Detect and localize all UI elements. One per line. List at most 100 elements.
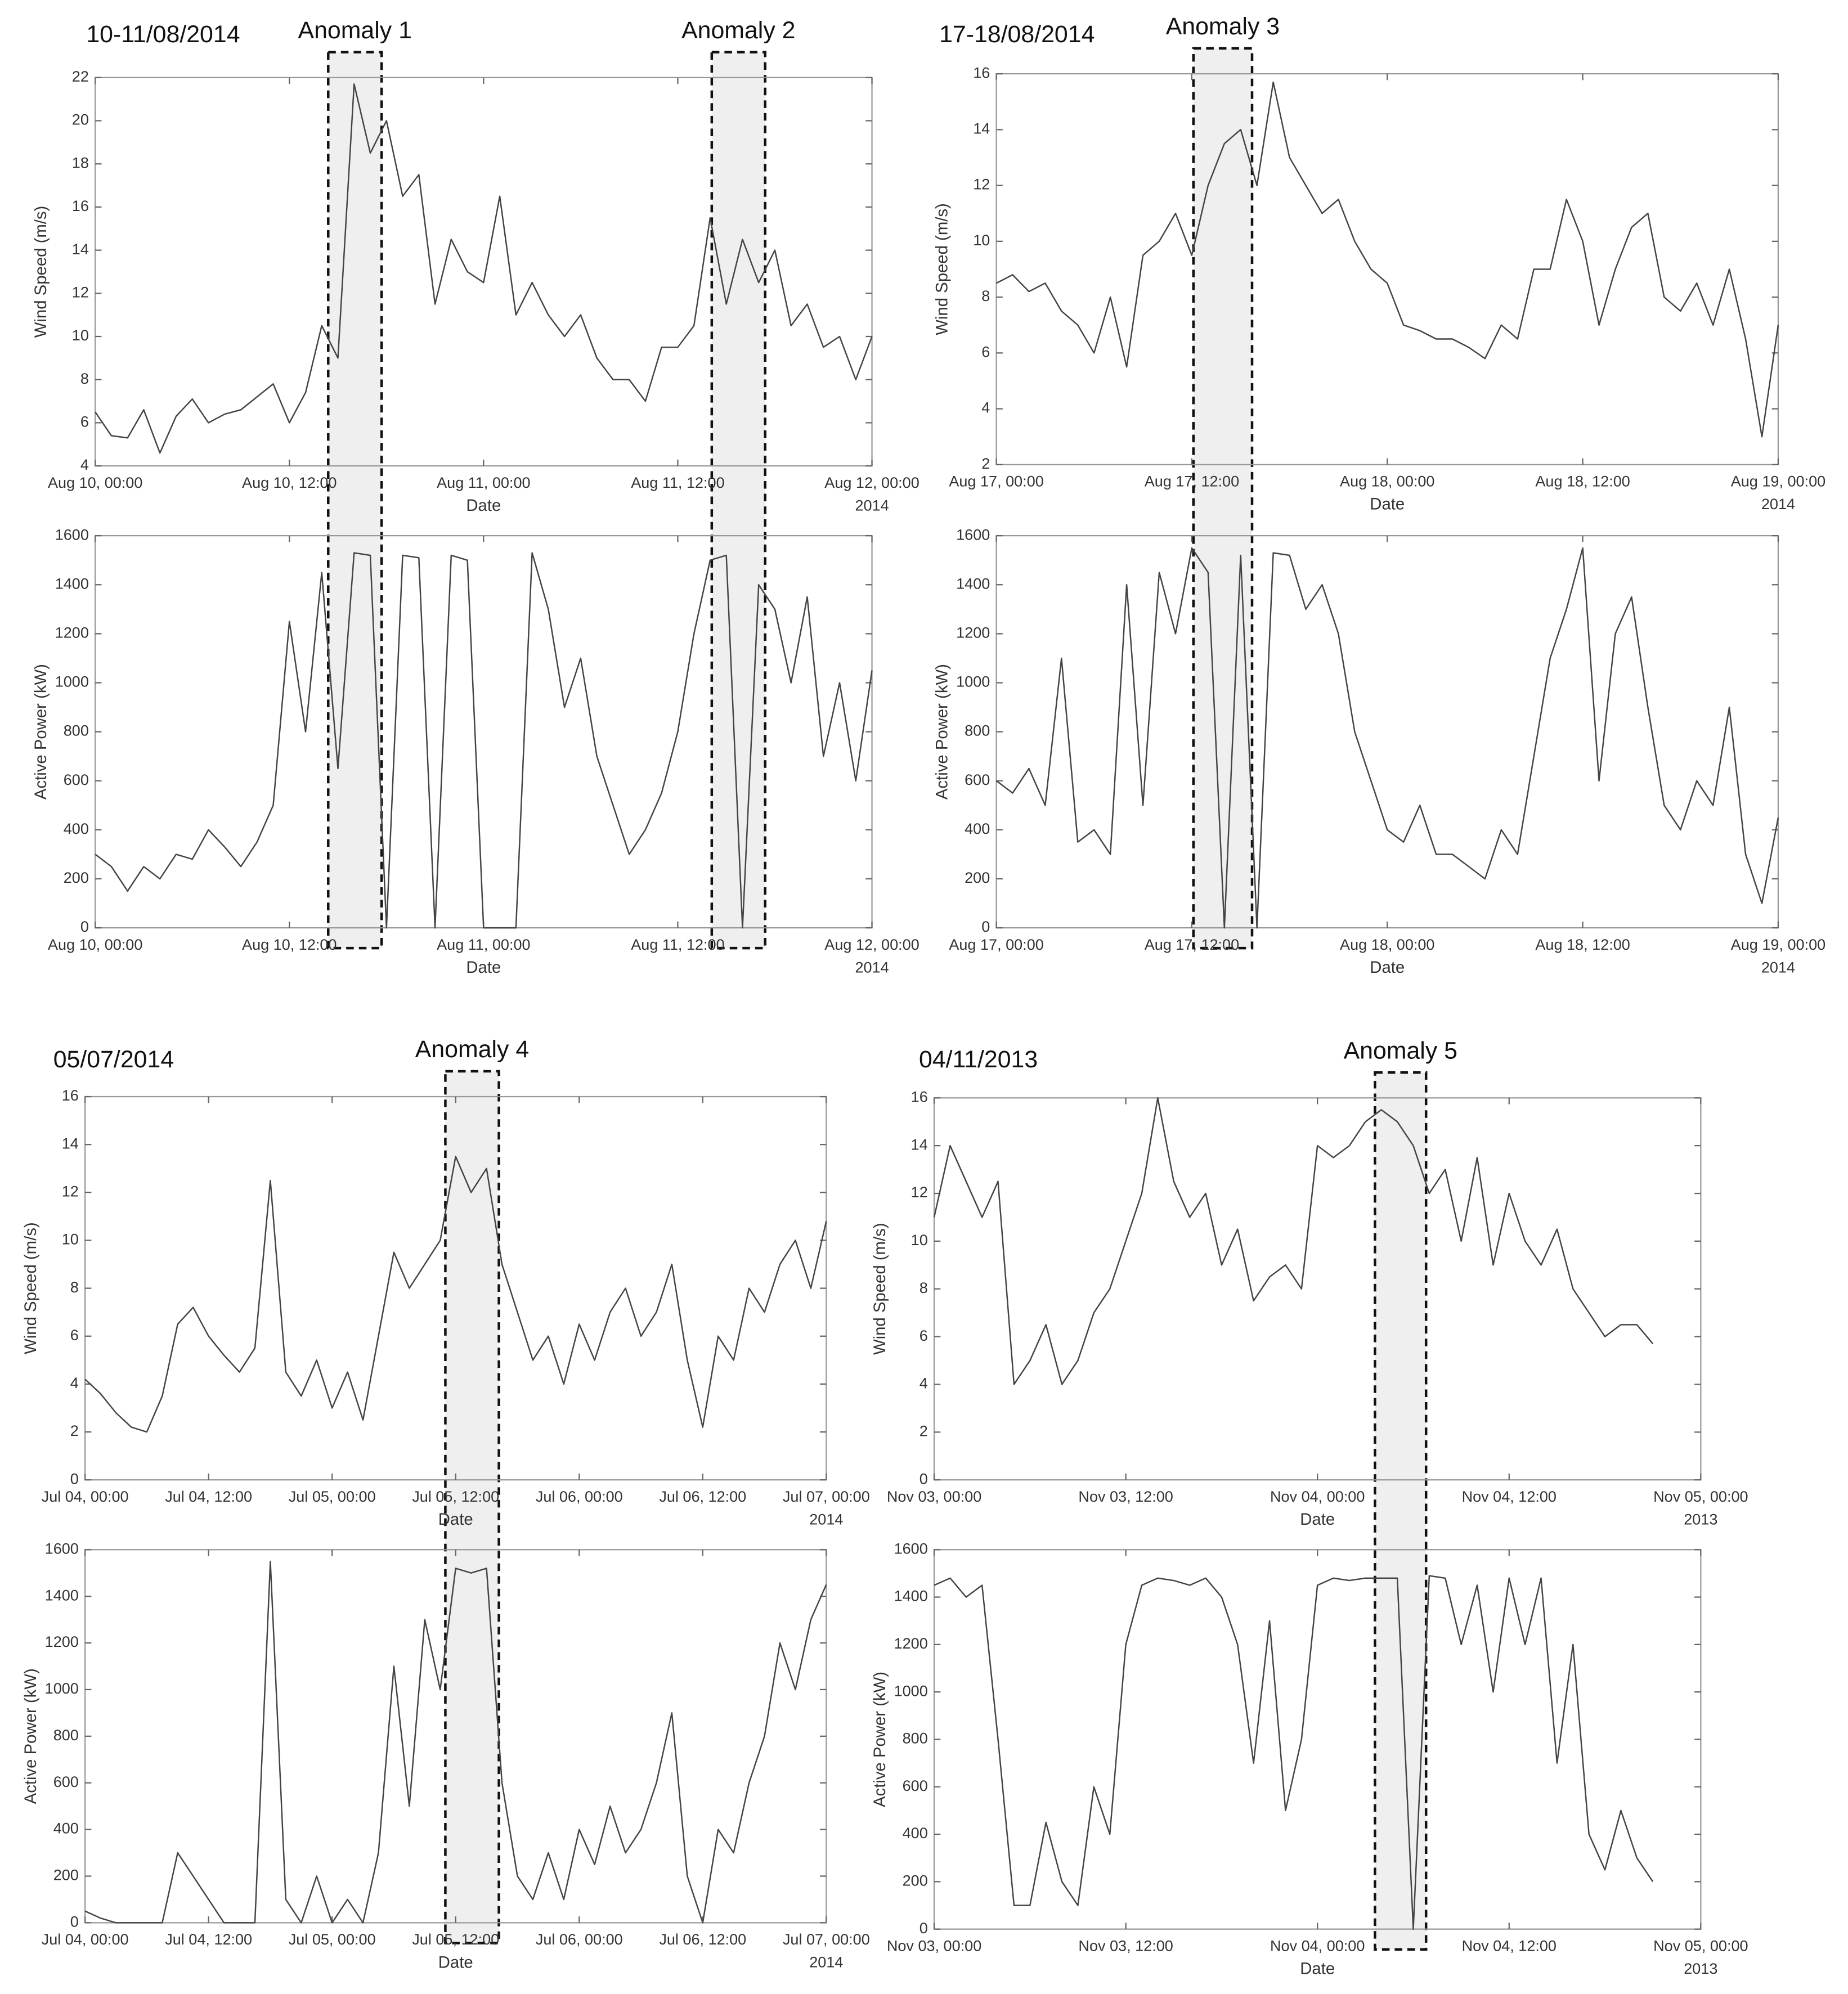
y-tick-label: 800 [903,1730,928,1747]
x-tick-label: Jul 06, 12:00 [659,1931,746,1948]
anomaly-label: Anomaly 4 [415,1036,529,1063]
x-tick-label: Aug 19, 00:00 [1731,936,1825,953]
x-tick-label: Aug 12, 00:00 [824,936,919,953]
plot-frame [933,1549,1702,1930]
data-line [934,1575,1654,1930]
y-tick-label: 18 [72,154,89,171]
y-tick-label: 14 [911,1136,928,1153]
y-tick-label: 1000 [956,673,990,690]
x-tick-label: Jul 04, 12:00 [165,1931,252,1948]
plot-frame [995,535,1779,929]
y-tick-label: 16 [973,64,990,81]
y-tick-label: 4 [919,1375,928,1392]
x-axis-label: Date [1300,1960,1335,1978]
y-axis-label: Wind Speed (m/s) [21,1222,40,1354]
y-tick-label: 0 [981,918,990,935]
x-tick-label: Jul 06, 12:00 [659,1488,746,1505]
y-tick-label: 10 [911,1232,928,1249]
x-tick-label: Aug 12, 00:00 [824,474,919,491]
y-axis-label: Wind Speed (m/s) [32,206,50,338]
y-axis-label: Active Power (kW) [32,664,50,800]
y-tick-label: 1400 [45,1587,79,1604]
x-tick-label: Aug 17, 00:00 [949,473,1043,490]
y-tick-label: 22 [72,68,89,85]
y-tick-label: 12 [911,1184,928,1201]
x-tick-label: Jul 05, 12:00 [412,1931,499,1948]
x-tick-label: Nov 03, 00:00 [887,1488,981,1505]
x-tick-label: Aug 19, 00:00 [1731,473,1825,490]
anomaly-region [444,1070,500,1944]
y-tick-label: 800 [965,722,990,739]
x-tick-label: Aug 10, 00:00 [48,474,142,491]
x-tick-label: Aug 11, 00:00 [437,474,530,491]
x-tick-label: Aug 11, 12:00 [631,936,724,953]
y-tick-label: 6 [80,414,89,430]
x-tick-label: Aug 18, 00:00 [1340,473,1434,490]
x-tick-label: Aug 18, 12:00 [1535,473,1630,490]
y-tick-label: 400 [965,820,990,837]
data-line [995,547,1779,929]
y-tick-label: 8 [919,1279,928,1296]
y-tick-label: 1600 [956,526,990,543]
y-tick-label: 0 [919,1920,928,1937]
x-tick-label: Nov 03, 12:00 [1078,1937,1173,1954]
x-axis-label: Date [466,958,501,977]
chart-panel: 0 200 400 600 800 1000 1200 1400 1600 Aug 17, 00:… [933,526,1826,977]
y-tick-label: 0 [70,1470,79,1487]
y-axis-label: Active Power (kW) [871,1672,889,1807]
y-tick-label: 200 [903,1872,928,1889]
y-tick-label: 200 [53,1867,79,1884]
x-tick-label: Jul 05, 00:00 [289,1488,376,1505]
panel-title: 05/07/2014 [53,1046,174,1073]
chart-panel: 17-18/08/2014 2 4 6 8 10 12 14 16 Aug 17, 00:00 Au… [933,21,1826,514]
y-axis-label: Wind Speed (m/s) [933,203,952,335]
y-tick-label: 200 [64,869,89,886]
y-tick-label: 600 [965,771,990,788]
x-tick-label: Nov 04, 12:00 [1462,1937,1557,1954]
x-tick-label: Aug 17, 12:00 [1145,936,1239,953]
x-tick-label: Nov 04, 12:00 [1462,1488,1557,1505]
y-tick-label: 2 [919,1422,928,1439]
chart-panel: 05/07/2014 0 2 4 6 8 10 12 14 16 Jul 04, 00:00 Jul … [21,1046,870,1529]
x-tick-label: Aug 18, 00:00 [1340,936,1434,953]
y-tick-label: 2 [70,1422,79,1439]
y-tick-label: 14 [72,241,89,258]
y-tick-label: 8 [80,370,89,387]
x-axis-label: Date [1370,495,1405,514]
anomaly-label: Anomaly 1 [298,17,412,44]
y-tick-label: 10 [72,327,89,344]
y-tick-label: 0 [919,1470,928,1487]
y-tick-label: 6 [981,343,990,360]
x-tick-label: Jul 05, 00:00 [289,1931,376,1948]
y-tick-label: 0 [70,1914,79,1930]
plot-frame [933,1097,1702,1481]
y-tick-label: 10 [62,1231,79,1248]
x-tick-label: Jul 05, 12:00 [412,1488,499,1505]
y-tick-label: 12 [973,176,990,193]
x-tick-label: Nov 03, 00:00 [887,1937,981,1954]
y-tick-label: 6 [919,1327,928,1344]
x-tick-label: Nov 04, 00:00 [1270,1937,1365,1954]
x-tick-label: Nov 05, 00:00 [1653,1488,1748,1505]
y-tick-label: 12 [72,284,89,300]
x-offset-label: 2014 [809,1511,843,1528]
x-tick-label: Nov 05, 00:00 [1653,1937,1748,1954]
y-tick-label: 400 [53,1820,79,1837]
x-tick-label: Jul 07, 00:00 [783,1931,870,1948]
y-axis-label: Active Power (kW) [933,664,952,800]
y-tick-label: 1200 [956,625,990,641]
y-tick-label: 600 [53,1773,79,1790]
x-tick-label: Jul 04, 00:00 [42,1931,129,1948]
x-offset-label: 2014 [1761,959,1795,976]
anomaly-label: Anomaly 5 [1344,1037,1457,1064]
y-tick-label: 800 [64,722,89,739]
y-tick-label: 400 [64,820,89,837]
x-tick-label: Aug 10, 00:00 [48,936,142,953]
x-tick-label: Aug 11, 00:00 [437,936,530,953]
chart-panel: 0 200 400 600 800 1000 1200 1400 1600 Jul 04, 00:… [21,1540,870,1971]
y-tick-label: 0 [80,918,89,935]
x-tick-label: Jul 06, 00:00 [536,1931,623,1948]
y-tick-label: 1400 [894,1588,928,1605]
y-tick-label: 600 [64,771,89,788]
